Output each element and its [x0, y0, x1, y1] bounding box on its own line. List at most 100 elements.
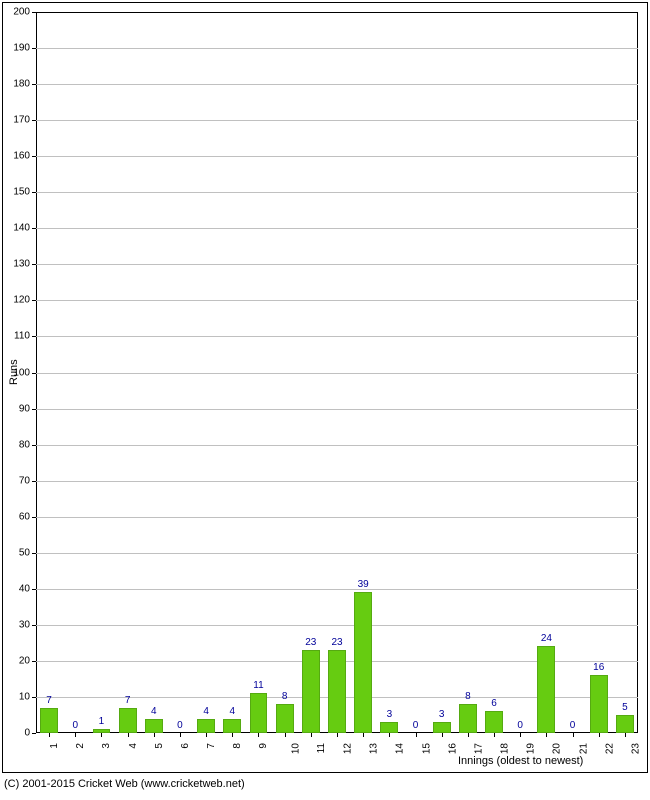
- gridline: [36, 264, 638, 265]
- y-tick-label: 130: [13, 259, 30, 270]
- y-tick-label: 180: [13, 79, 30, 90]
- gridline: [36, 373, 638, 374]
- gridline: [36, 625, 638, 626]
- x-tick-label: 21: [578, 743, 589, 754]
- x-tick-label: 6: [180, 743, 191, 749]
- y-tick-label: 200: [13, 7, 30, 18]
- gridline: [36, 517, 638, 518]
- bar-value-label: 3: [439, 709, 445, 720]
- x-tick-mark: [416, 733, 417, 737]
- gridline: [36, 156, 638, 157]
- bar-value-label: 0: [72, 720, 78, 731]
- x-tick-label: 14: [395, 743, 406, 754]
- x-tick-mark: [258, 733, 259, 737]
- bar: [250, 693, 268, 733]
- bar-value-label: 4: [151, 706, 157, 717]
- x-tick-label: 19: [526, 743, 537, 754]
- x-tick-label: 11: [316, 743, 327, 753]
- bar-value-label: 4: [203, 706, 209, 717]
- bar: [40, 708, 58, 733]
- y-tick-mark: [32, 481, 36, 482]
- y-tick-label: 0: [24, 728, 30, 739]
- x-tick-mark: [546, 733, 547, 737]
- x-tick-label: 13: [369, 743, 380, 754]
- copyright-text: (C) 2001-2015 Cricket Web (www.cricketwe…: [4, 778, 245, 790]
- y-tick-mark: [32, 300, 36, 301]
- y-tick-mark: [32, 48, 36, 49]
- y-tick-mark: [32, 84, 36, 85]
- x-tick-mark: [520, 733, 521, 737]
- y-tick-mark: [32, 192, 36, 193]
- x-tick-mark: [599, 733, 600, 737]
- y-tick-label: 120: [13, 295, 30, 306]
- gridline: [36, 445, 638, 446]
- y-tick-label: 90: [19, 403, 30, 414]
- x-tick-mark: [128, 733, 129, 737]
- y-tick-mark: [32, 697, 36, 698]
- x-tick-mark: [573, 733, 574, 737]
- bar-value-label: 0: [570, 720, 576, 731]
- y-tick-mark: [32, 661, 36, 662]
- gridline: [36, 300, 638, 301]
- x-tick-mark: [311, 733, 312, 737]
- x-tick-label: 8: [232, 743, 243, 749]
- gridline: [36, 409, 638, 410]
- y-tick-label: 190: [13, 43, 30, 54]
- y-tick-mark: [32, 373, 36, 374]
- bar: [145, 719, 163, 733]
- x-tick-mark: [625, 733, 626, 737]
- x-tick-label: 17: [473, 743, 484, 754]
- bar-value-label: 4: [230, 706, 236, 717]
- x-tick-mark: [154, 733, 155, 737]
- bar: [328, 650, 346, 733]
- bar: [119, 708, 137, 733]
- x-tick-mark: [75, 733, 76, 737]
- y-tick-label: 40: [19, 583, 30, 594]
- bar: [276, 704, 294, 733]
- bar: [537, 646, 555, 733]
- x-tick-mark: [232, 733, 233, 737]
- x-tick-mark: [101, 733, 102, 737]
- y-tick-mark: [32, 156, 36, 157]
- gridline: [36, 589, 638, 590]
- x-tick-label: 1: [49, 743, 60, 749]
- gridline: [36, 481, 638, 482]
- y-tick-mark: [32, 733, 36, 734]
- bar-value-label: 39: [358, 579, 369, 590]
- y-tick-label: 20: [19, 655, 30, 666]
- y-tick-mark: [32, 12, 36, 13]
- x-tick-label: 7: [206, 743, 217, 749]
- bar: [616, 715, 634, 733]
- x-tick-mark: [494, 733, 495, 737]
- bar: [380, 722, 398, 733]
- y-tick-label: 50: [19, 547, 30, 558]
- plot-area: 0102030405060708090100110120130140150160…: [36, 12, 638, 733]
- y-tick-label: 30: [19, 619, 30, 630]
- bar-value-label: 23: [331, 637, 342, 648]
- y-tick-mark: [32, 625, 36, 626]
- x-tick-mark: [285, 733, 286, 737]
- bar-value-label: 0: [413, 720, 419, 731]
- bar: [485, 711, 503, 733]
- gridline: [36, 48, 638, 49]
- y-tick-mark: [32, 517, 36, 518]
- bar-value-label: 3: [387, 709, 393, 720]
- y-tick-label: 140: [13, 223, 30, 234]
- y-tick-label: 170: [13, 115, 30, 126]
- bar-value-label: 23: [305, 637, 316, 648]
- bar-value-label: 1: [99, 716, 105, 727]
- y-tick-mark: [32, 589, 36, 590]
- bar-value-label: 7: [46, 695, 52, 706]
- x-tick-label: 12: [343, 743, 354, 754]
- bar: [433, 722, 451, 733]
- y-axis-title: Runs: [8, 359, 20, 385]
- y-tick-label: 10: [19, 691, 30, 702]
- bar-value-label: 8: [465, 691, 471, 702]
- x-tick-label: 15: [421, 743, 432, 754]
- x-tick-label: 5: [154, 743, 165, 749]
- bar-value-label: 7: [125, 695, 131, 706]
- y-tick-mark: [32, 120, 36, 121]
- x-tick-label: 18: [500, 743, 511, 754]
- y-tick-label: 70: [19, 475, 30, 486]
- gridline: [36, 228, 638, 229]
